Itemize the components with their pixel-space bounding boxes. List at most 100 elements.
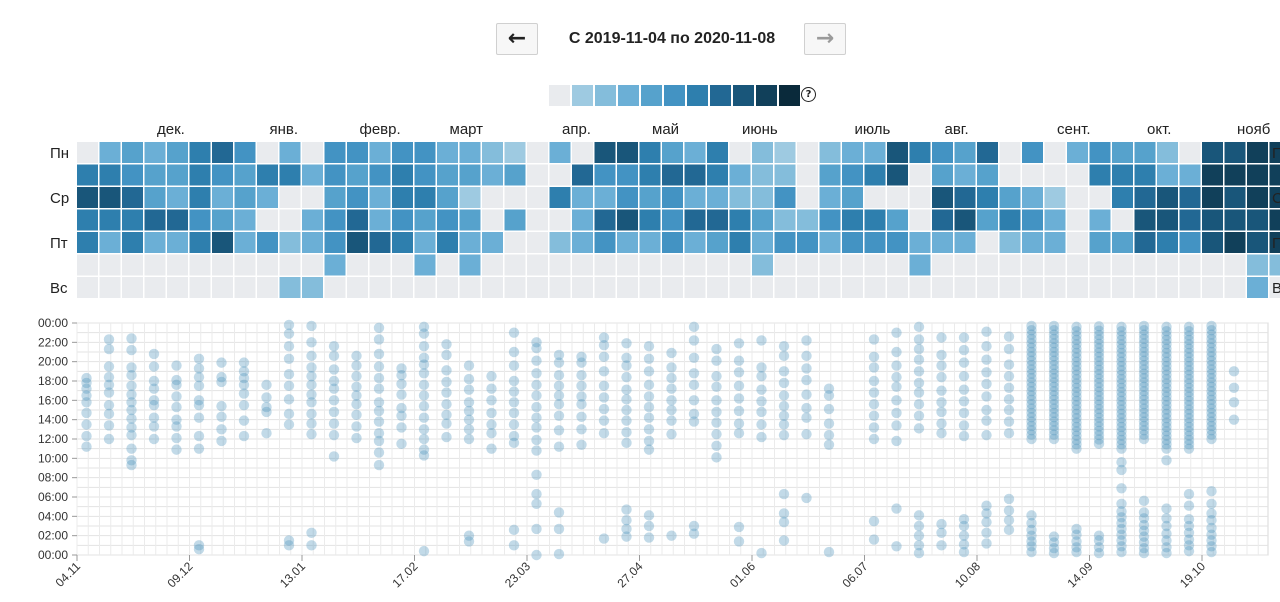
heatmap-cell[interactable]: [752, 254, 773, 276]
heatmap-cell[interactable]: [77, 164, 98, 186]
heatmap-cell[interactable]: [167, 277, 188, 298]
heatmap-cell[interactable]: [1022, 232, 1043, 253]
heatmap-cell[interactable]: [684, 232, 706, 253]
heatmap-cell[interactable]: [504, 232, 526, 253]
heatmap-cell[interactable]: [909, 187, 931, 208]
heatmap-cell[interactable]: [527, 232, 548, 253]
heatmap-cell[interactable]: [257, 277, 278, 298]
heatmap-cell[interactable]: [1112, 209, 1133, 231]
heatmap-cell[interactable]: [1247, 232, 1268, 253]
heatmap-cell[interactable]: [1067, 164, 1088, 186]
heatmap-cell[interactable]: [1157, 209, 1178, 231]
heatmap-cell[interactable]: [77, 187, 98, 208]
heatmap-cell[interactable]: [639, 209, 661, 231]
heatmap-cell[interactable]: [819, 254, 841, 276]
heatmap-cell[interactable]: [594, 187, 616, 208]
heatmap-cell[interactable]: [527, 209, 548, 231]
heatmap-cell[interactable]: [909, 232, 931, 253]
heatmap-cell[interactable]: [1269, 254, 1280, 276]
heatmap-cell[interactable]: [797, 209, 818, 231]
heatmap-cell[interactable]: [1044, 142, 1066, 163]
heatmap-cell[interactable]: [707, 164, 728, 186]
heatmap-cell[interactable]: [1202, 209, 1223, 231]
heatmap-cell[interactable]: [279, 277, 301, 298]
heatmap-cell[interactable]: [1134, 254, 1156, 276]
heatmap-cell[interactable]: [977, 254, 998, 276]
heatmap-cell[interactable]: [414, 232, 436, 253]
heatmap-cell[interactable]: [212, 209, 233, 231]
heatmap-cell[interactable]: [707, 209, 728, 231]
heatmap-cell[interactable]: [594, 254, 616, 276]
heatmap-cell[interactable]: [1067, 142, 1088, 163]
heatmap-cell[interactable]: [144, 277, 166, 298]
heatmap-cell[interactable]: [662, 277, 683, 298]
heatmap-cell[interactable]: [347, 277, 368, 298]
heatmap-cell[interactable]: [324, 187, 346, 208]
heatmap-cell[interactable]: [437, 277, 458, 298]
heatmap-cell[interactable]: [234, 187, 256, 208]
heatmap-cell[interactable]: [392, 187, 413, 208]
heatmap-cell[interactable]: [707, 277, 728, 298]
heatmap-cell[interactable]: [887, 232, 908, 253]
heatmap-cell[interactable]: [392, 209, 413, 231]
heatmap-cell[interactable]: [729, 277, 751, 298]
heatmap-cell[interactable]: [99, 209, 121, 231]
heatmap-cell[interactable]: [1112, 164, 1133, 186]
heatmap-cell[interactable]: [1269, 142, 1280, 163]
heatmap-cell[interactable]: [774, 142, 796, 163]
heatmap-cell[interactable]: [797, 232, 818, 253]
heatmap-cell[interactable]: [527, 187, 548, 208]
heatmap-cell[interactable]: [1247, 142, 1268, 163]
heatmap-cell[interactable]: [1134, 164, 1156, 186]
heatmap-cell[interactable]: [864, 254, 886, 276]
heatmap-cell[interactable]: [1269, 277, 1280, 298]
heatmap-cell[interactable]: [819, 209, 841, 231]
heatmap-cell[interactable]: [1089, 164, 1111, 186]
heatmap-cell[interactable]: [1044, 232, 1066, 253]
heatmap-cell[interactable]: [504, 254, 526, 276]
heatmap-cell[interactable]: [1179, 254, 1201, 276]
heatmap-cell[interactable]: [1202, 142, 1223, 163]
heatmap-cell[interactable]: [324, 164, 346, 186]
next-period-button[interactable]: →: [804, 23, 846, 55]
heatmap-cell[interactable]: [729, 142, 751, 163]
heatmap-cell[interactable]: [639, 142, 661, 163]
heatmap-cell[interactable]: [1224, 142, 1246, 163]
heatmap-cell[interactable]: [369, 232, 391, 253]
heatmap-cell[interactable]: [572, 232, 593, 253]
heatmap-cell[interactable]: [437, 164, 458, 186]
heatmap-cell[interactable]: [504, 187, 526, 208]
heatmap-cell[interactable]: [999, 277, 1021, 298]
heatmap-cell[interactable]: [842, 142, 863, 163]
heatmap-cell[interactable]: [189, 187, 211, 208]
heatmap-cell[interactable]: [1247, 254, 1268, 276]
heatmap-cell[interactable]: [1044, 187, 1066, 208]
heatmap-cell[interactable]: [1202, 232, 1223, 253]
heatmap-cell[interactable]: [1224, 187, 1246, 208]
heatmap-cell[interactable]: [347, 187, 368, 208]
heatmap-cell[interactable]: [1022, 164, 1043, 186]
heatmap-cell[interactable]: [1202, 254, 1223, 276]
heatmap-cell[interactable]: [437, 254, 458, 276]
heatmap-cell[interactable]: [459, 277, 481, 298]
heatmap-cell[interactable]: [752, 209, 773, 231]
heatmap-cell[interactable]: [999, 209, 1021, 231]
heatmap-cell[interactable]: [1089, 209, 1111, 231]
heatmap-cell[interactable]: [369, 187, 391, 208]
heatmap-cell[interactable]: [662, 232, 683, 253]
heatmap-cell[interactable]: [122, 142, 143, 163]
heatmap-cell[interactable]: [1067, 187, 1088, 208]
heatmap-cell[interactable]: [1224, 164, 1246, 186]
heatmap-cell[interactable]: [954, 209, 976, 231]
heatmap-cell[interactable]: [797, 254, 818, 276]
heatmap-cell[interactable]: [999, 142, 1021, 163]
heatmap-cell[interactable]: [234, 232, 256, 253]
heatmap-cell[interactable]: [122, 209, 143, 231]
heatmap-cell[interactable]: [482, 254, 503, 276]
heatmap-cell[interactable]: [1044, 254, 1066, 276]
heatmap-cell[interactable]: [1134, 142, 1156, 163]
heatmap-cell[interactable]: [459, 142, 481, 163]
heatmap-cell[interactable]: [797, 187, 818, 208]
heatmap-cell[interactable]: [122, 164, 143, 186]
heatmap-cell[interactable]: [819, 187, 841, 208]
